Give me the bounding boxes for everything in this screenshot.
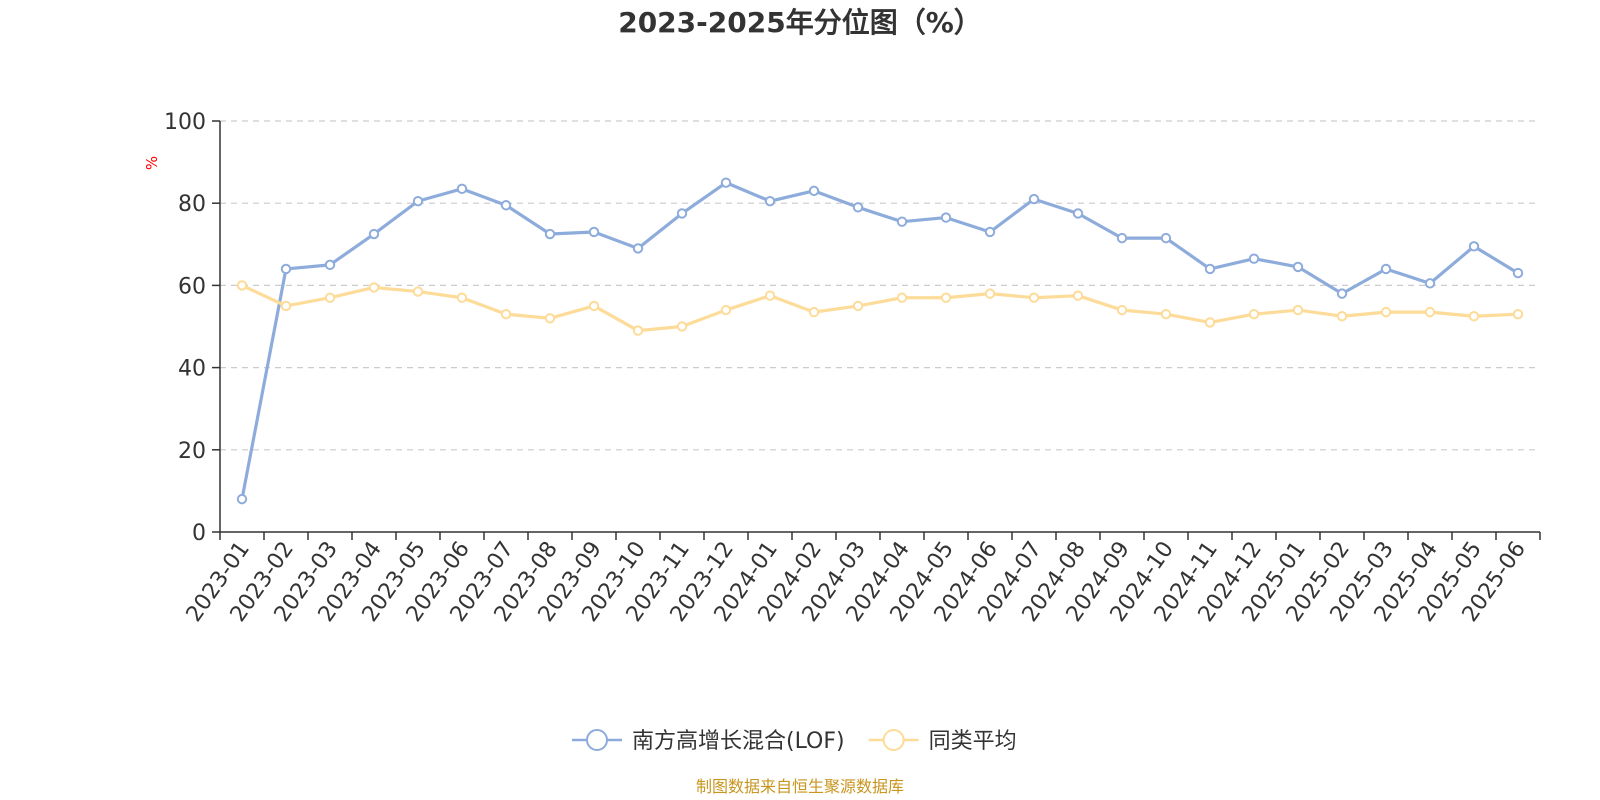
data-point[interactable] bbox=[236, 280, 248, 291]
data-point[interactable] bbox=[324, 259, 336, 271]
data-point[interactable] bbox=[940, 212, 952, 223]
data-point[interactable] bbox=[632, 325, 644, 336]
data-point[interactable] bbox=[720, 304, 732, 316]
data-point[interactable] bbox=[1468, 311, 1480, 322]
data-point[interactable] bbox=[500, 308, 512, 320]
series-2-line bbox=[241, 283, 1519, 333]
data-point[interactable] bbox=[1336, 311, 1348, 322]
data-point[interactable] bbox=[1028, 193, 1040, 205]
data-point[interactable] bbox=[940, 292, 952, 303]
series-1 bbox=[236, 177, 1524, 505]
data-source-note: 制图数据来自恒生聚源数据库 bbox=[696, 777, 904, 796]
y-axis-unit-label: % bbox=[143, 156, 161, 170]
legend-label: 南方高增长混合(LOF) bbox=[632, 729, 845, 754]
data-point[interactable] bbox=[368, 282, 380, 293]
data-point[interactable] bbox=[984, 288, 996, 299]
data-point[interactable] bbox=[896, 216, 908, 227]
data-point[interactable] bbox=[1160, 308, 1172, 320]
data-point[interactable] bbox=[1072, 290, 1084, 301]
legend-item-1[interactable]: 南方高增长混合(LOF) bbox=[572, 729, 845, 754]
legend-item-2[interactable]: 同类平均 bbox=[868, 729, 1017, 754]
data-point[interactable] bbox=[720, 177, 732, 188]
legend-label: 同类平均 bbox=[929, 729, 1017, 754]
data-point[interactable] bbox=[368, 228, 380, 240]
data-point[interactable] bbox=[544, 228, 556, 240]
legend-marker-icon bbox=[586, 729, 608, 751]
x-axis: 2023-012023-022023-032023-042023-052023-… bbox=[182, 531, 1541, 627]
y-tick-label: 20 bbox=[178, 439, 206, 464]
data-point[interactable] bbox=[1204, 263, 1216, 275]
data-point[interactable] bbox=[1380, 306, 1392, 318]
data-point[interactable] bbox=[324, 292, 336, 303]
data-point[interactable] bbox=[1292, 261, 1304, 273]
data-point[interactable] bbox=[808, 185, 820, 197]
data-point[interactable] bbox=[1292, 304, 1304, 316]
data-point[interactable] bbox=[1336, 288, 1348, 299]
data-point[interactable] bbox=[1248, 253, 1260, 264]
series-lines bbox=[236, 177, 1524, 505]
data-point[interactable] bbox=[1424, 278, 1436, 289]
data-point[interactable] bbox=[984, 226, 996, 238]
y-tick-label: 100 bbox=[164, 110, 206, 135]
legend[interactable]: 南方高增长混合(LOF) 同类平均 bbox=[572, 729, 1017, 754]
grid-lines bbox=[220, 120, 1540, 451]
data-point[interactable] bbox=[1204, 317, 1216, 328]
data-point[interactable] bbox=[280, 300, 292, 312]
data-point[interactable] bbox=[1160, 232, 1172, 244]
data-point[interactable] bbox=[764, 195, 776, 207]
data-point[interactable] bbox=[1512, 267, 1524, 279]
y-tick-label: 80 bbox=[178, 192, 206, 217]
data-point[interactable] bbox=[676, 208, 688, 219]
y-tick-label: 0 bbox=[192, 521, 206, 546]
data-point[interactable] bbox=[588, 300, 600, 312]
data-point[interactable] bbox=[1116, 304, 1128, 316]
data-point[interactable] bbox=[588, 226, 600, 238]
data-point[interactable] bbox=[896, 292, 908, 303]
data-point[interactable] bbox=[808, 306, 820, 318]
data-point[interactable] bbox=[500, 200, 512, 211]
y-tick-label: 60 bbox=[178, 274, 206, 299]
chart-title: 2023-2025年分位图（%） bbox=[618, 6, 982, 39]
data-point[interactable] bbox=[764, 290, 776, 301]
data-point[interactable] bbox=[456, 292, 468, 303]
data-point[interactable] bbox=[852, 300, 864, 312]
legend-marker-icon bbox=[882, 729, 905, 751]
data-point[interactable] bbox=[676, 321, 688, 332]
data-point[interactable] bbox=[1424, 306, 1436, 318]
series-1-line bbox=[240, 181, 1519, 500]
y-tick-label: 40 bbox=[178, 357, 206, 382]
data-point[interactable] bbox=[1468, 241, 1480, 252]
data-point[interactable] bbox=[1380, 263, 1392, 275]
data-point[interactable] bbox=[1116, 232, 1128, 244]
data-point[interactable] bbox=[1248, 308, 1260, 320]
data-point[interactable] bbox=[1072, 208, 1084, 219]
data-point[interactable] bbox=[280, 263, 292, 275]
series-2 bbox=[236, 280, 1524, 336]
y-axis: 0 20 40 60 80 100 bbox=[164, 110, 221, 546]
data-point[interactable] bbox=[412, 286, 424, 297]
data-point[interactable] bbox=[544, 313, 556, 324]
data-point[interactable] bbox=[236, 493, 248, 505]
data-point[interactable] bbox=[632, 243, 644, 254]
data-point[interactable] bbox=[1512, 308, 1524, 320]
data-point[interactable] bbox=[1028, 292, 1040, 303]
data-point[interactable] bbox=[852, 202, 864, 213]
data-point[interactable] bbox=[456, 183, 468, 195]
data-point[interactable] bbox=[412, 195, 424, 207]
